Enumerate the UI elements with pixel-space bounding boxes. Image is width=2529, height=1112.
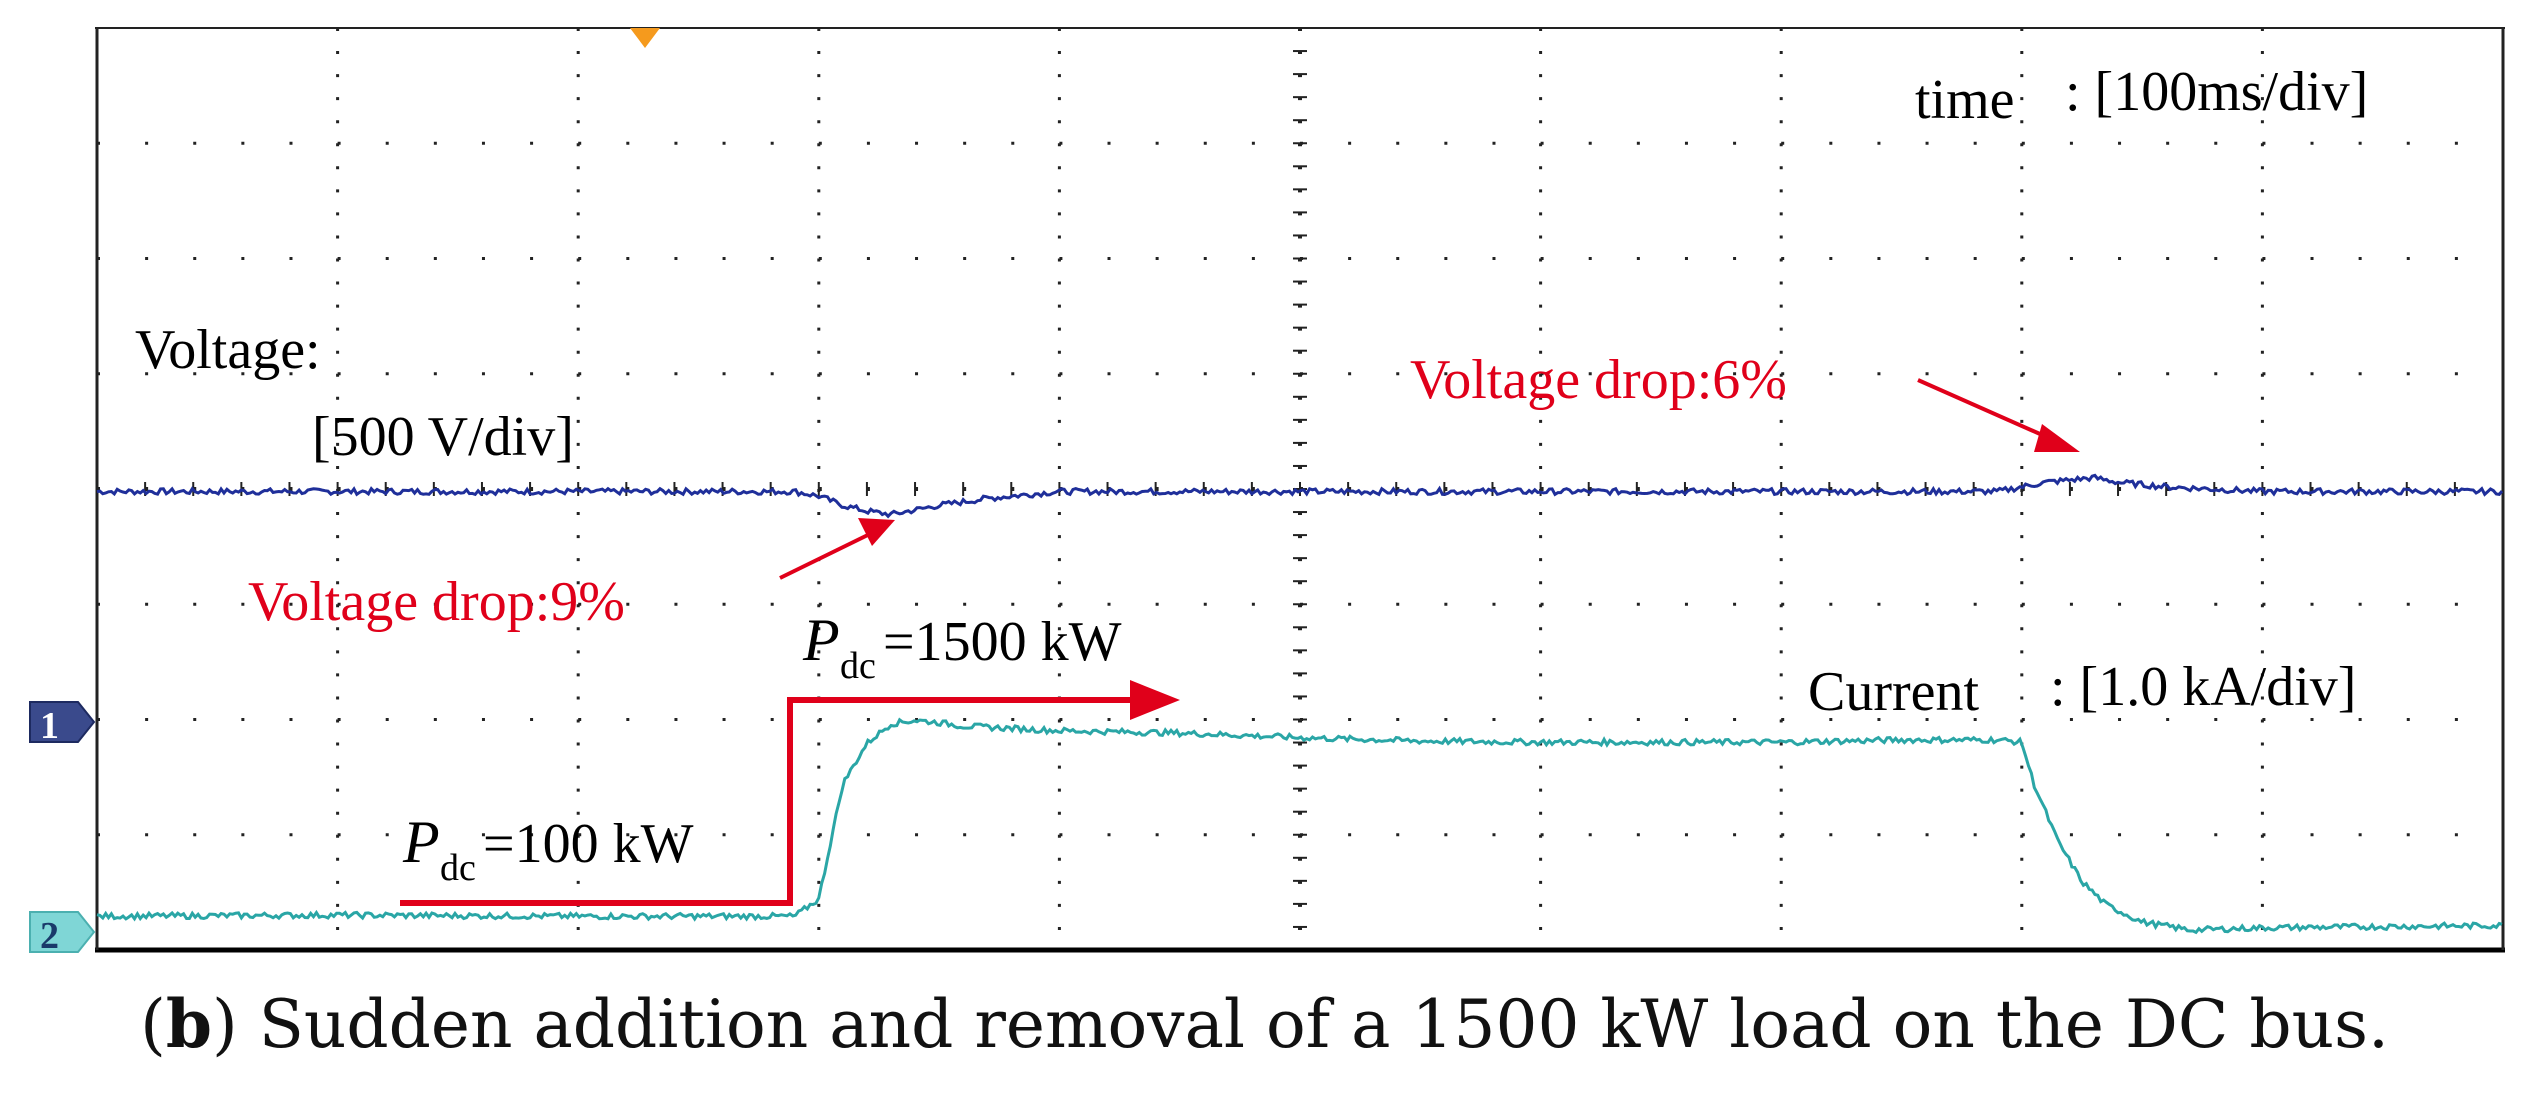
pdc-step-line — [400, 697, 1135, 906]
voltage-scale-label: [500 V/div] — [312, 406, 574, 468]
time-axis-label: time — [1915, 69, 2015, 131]
channel-2-marker: 2 — [29, 911, 96, 957]
pdc-1500-subscript: dc — [840, 645, 876, 687]
channel-2-label: 2 — [40, 915, 59, 957]
current-label: Current — [1808, 661, 1980, 723]
figure-caption: (b) Sudden addition and removal of a 150… — [140, 985, 2389, 1063]
caption-letter: b — [165, 985, 212, 1063]
trigger-marker — [630, 28, 660, 48]
voltage-trace — [96, 473, 2504, 519]
voltage-label: Voltage: — [135, 319, 321, 381]
pdc-step-arrowhead — [1130, 680, 1180, 720]
caption-text: ) Sudden addition and removal of a 1500 … — [211, 986, 2389, 1063]
annotation-pdc-1500: P dc =1500 kW — [802, 607, 1122, 687]
pdc-100-symbol: P — [402, 809, 440, 875]
current-scale-label: : [1.0 kA/div] — [2050, 656, 2356, 718]
channel-1-marker: 1 — [29, 701, 96, 747]
pdc-1500-value: =1500 kW — [883, 611, 1122, 673]
current-trace — [96, 717, 2503, 935]
pdc-100-subscript: dc — [440, 847, 476, 889]
annotation-voltage-drop-6: Voltage drop:6% — [1410, 349, 1787, 411]
annotation-pdc-100: P dc =100 kW — [402, 809, 694, 889]
annotation-voltage-drop-9: Voltage drop:9% — [248, 571, 625, 633]
grid — [96, 27, 2504, 951]
arrow-voltage-drop-9 — [779, 528, 879, 580]
arrow-voltage-drop-6-head — [2034, 424, 2080, 452]
arrow-voltage-drop-6 — [1917, 378, 2059, 444]
arrow-voltage-drop-9-head — [858, 518, 895, 546]
channel-1-label: 1 — [40, 705, 59, 747]
time-scale-label: : [100ms/div] — [2065, 61, 2368, 123]
pdc-1500-symbol: P — [802, 607, 840, 673]
pdc-100-value: =100 kW — [483, 813, 694, 875]
